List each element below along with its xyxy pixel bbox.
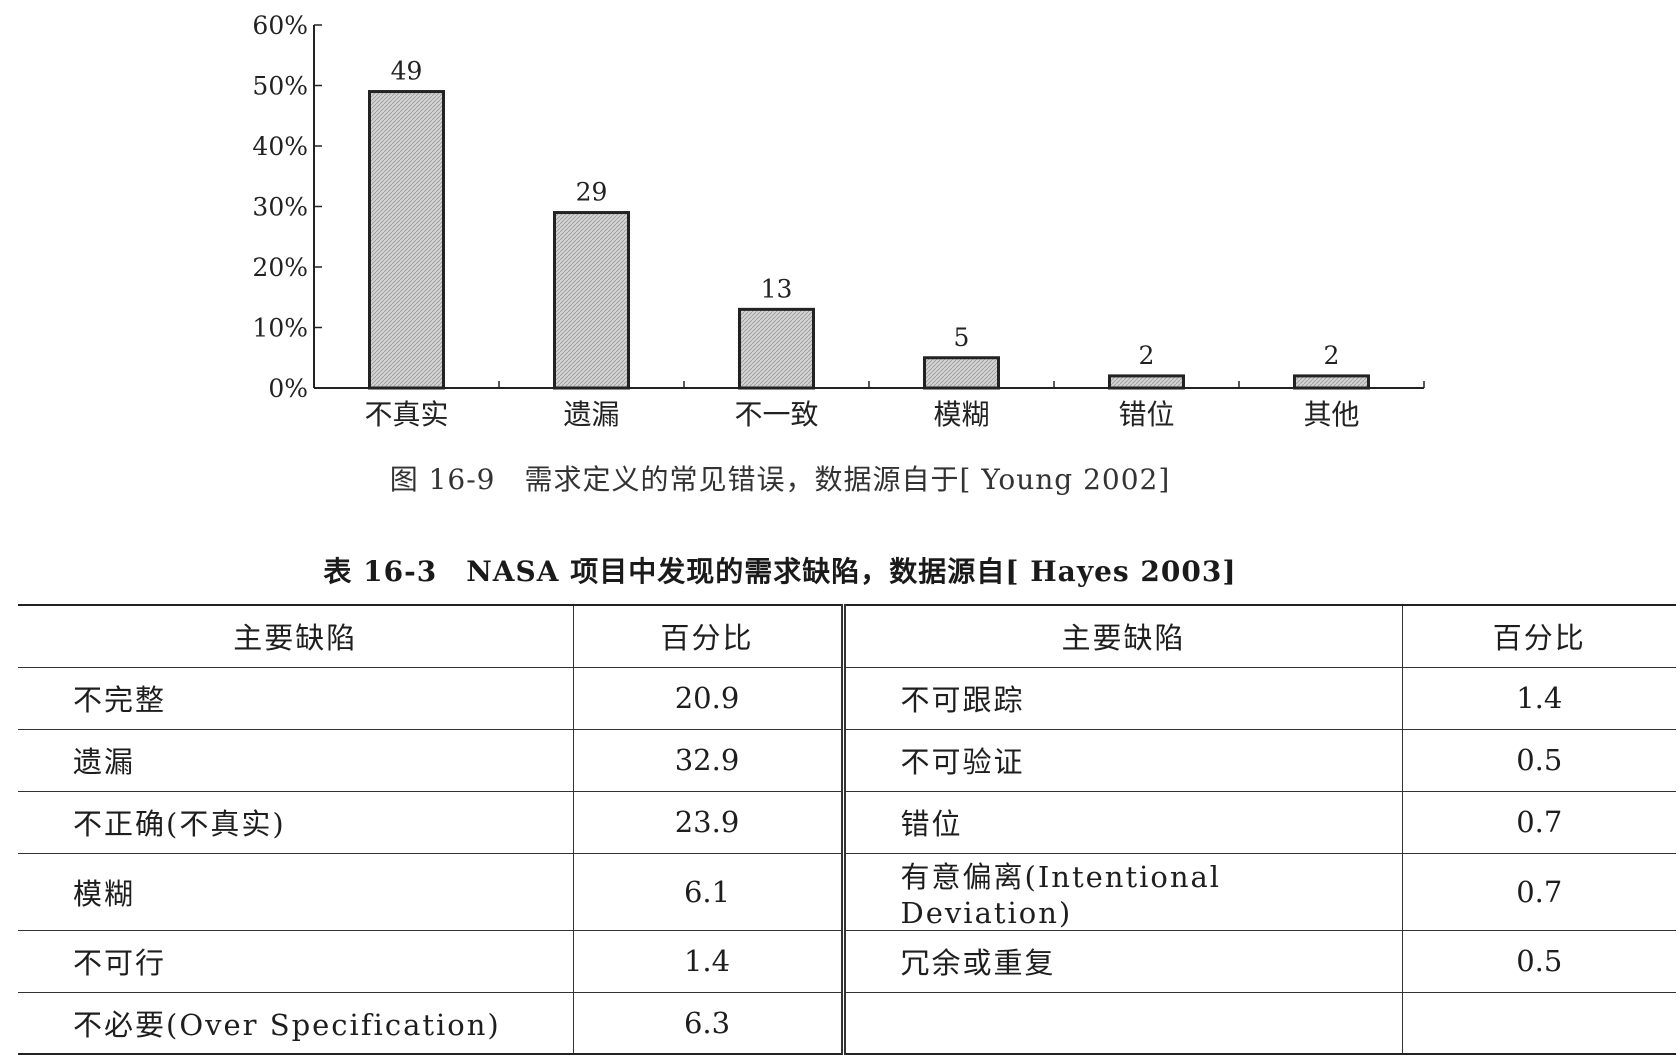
chart-labels: 49 不真实 29 遗漏 13 不一致 5 模糊 2 错位 2 其他 (364, 57, 1359, 431)
chart-axes: 0% 10% 20% 30% 40% 50% 60% (252, 11, 1425, 403)
bar-5 (1108, 374, 1185, 390)
header-percent-left: 百分比 (572, 604, 846, 668)
table-row: 不正确(不真实) 23.9 错位 0.7 (18, 790, 1676, 854)
defect-percent: 32.9 (572, 728, 846, 792)
defect-name: 不可行 (18, 929, 574, 993)
defect-percent: 0.7 (1401, 852, 1676, 931)
header-percent-right: 百分比 (1401, 604, 1676, 668)
x-category-label: 错位 (1118, 398, 1174, 431)
bar-6 (1293, 374, 1370, 390)
defect-name: 不正确(不真实) (18, 790, 574, 854)
table-row: 不必要(Over Specification) 6.3 (18, 991, 1676, 1055)
chart-bars (368, 90, 1370, 390)
y-tick-label: 40% (252, 132, 308, 161)
defects-table: 主要缺陷 百分比 主要缺陷 百分比 不完整 20.9 不可跟踪 1.4 遗漏 3… (18, 604, 1676, 1055)
table-header-row: 主要缺陷 百分比 主要缺陷 百分比 (18, 604, 1676, 668)
defect-percent: 20.9 (572, 666, 846, 730)
defect-percent: 0.7 (1401, 790, 1676, 854)
defect-percent (1401, 991, 1676, 1055)
defect-percent: 6.3 (572, 991, 846, 1055)
y-tick-label: 0% (268, 374, 308, 403)
header-defect-left: 主要缺陷 (18, 604, 574, 668)
defect-name: 不完整 (18, 666, 574, 730)
bar-3 (738, 307, 815, 390)
y-tick-label: 50% (252, 72, 308, 101)
table-row: 模糊 6.1 有意偏离(Intentional Deviation) 0.7 (18, 852, 1676, 931)
defect-name: 错位 (842, 790, 1403, 854)
defect-percent: 1.4 (1401, 666, 1676, 730)
bar-value-label: 5 (954, 323, 970, 352)
bar-2 (553, 211, 630, 390)
defect-percent: 1.4 (572, 929, 846, 993)
x-category-label: 不真实 (364, 398, 448, 431)
bar-value-label: 2 (1139, 341, 1155, 370)
defect-name: 遗漏 (18, 728, 574, 792)
header-defect-right: 主要缺陷 (842, 604, 1403, 668)
defect-name: 有意偏离(Intentional Deviation) (842, 852, 1403, 931)
defect-name: 不可跟踪 (842, 666, 1403, 730)
table-row: 不可行 1.4 冗余或重复 0.5 (18, 929, 1676, 993)
y-tick-label: 30% (252, 193, 308, 222)
table-row: 不完整 20.9 不可跟踪 1.4 (18, 666, 1676, 730)
defect-name: 不必要(Over Specification) (18, 991, 574, 1055)
defect-percent: 6.1 (572, 852, 846, 931)
defect-percent: 0.5 (1401, 929, 1676, 993)
table-title: 表 16-3 NASA 项目中发现的需求缺陷，数据源自[ Hayes 2003] (323, 555, 1237, 588)
bar-value-label: 29 (576, 178, 608, 207)
bar-1 (368, 90, 445, 390)
y-tick-label: 20% (252, 253, 308, 282)
y-tick-label: 60% (252, 11, 308, 40)
figure-caption: 图 16-9 需求定义的常见错误，数据源自于[ Young 2002] (389, 463, 1171, 496)
bar-chart: 0% 10% 20% 30% 40% 50% 60% 49 不真实 29 遗漏 13 不一致 5 模糊 2 错… (252, 11, 1425, 431)
defect-percent: 23.9 (572, 790, 846, 854)
defect-name: 冗余或重复 (842, 929, 1403, 993)
defect-name (842, 991, 1403, 1055)
bar-value-label: 2 (1324, 341, 1340, 370)
defect-percent: 0.5 (1401, 728, 1676, 792)
x-category-label: 模糊 (933, 398, 989, 431)
defect-name: 不可验证 (842, 728, 1403, 792)
table-row: 遗漏 32.9 不可验证 0.5 (18, 728, 1676, 792)
x-category-label: 遗漏 (563, 398, 619, 431)
defect-name: 模糊 (18, 852, 574, 931)
x-category-label: 其他 (1303, 398, 1359, 431)
bar-4 (923, 356, 1000, 390)
bar-value-label: 13 (761, 274, 793, 303)
x-category-label: 不一致 (734, 398, 818, 431)
y-tick-label: 10% (252, 314, 308, 343)
bar-value-label: 49 (391, 57, 423, 86)
